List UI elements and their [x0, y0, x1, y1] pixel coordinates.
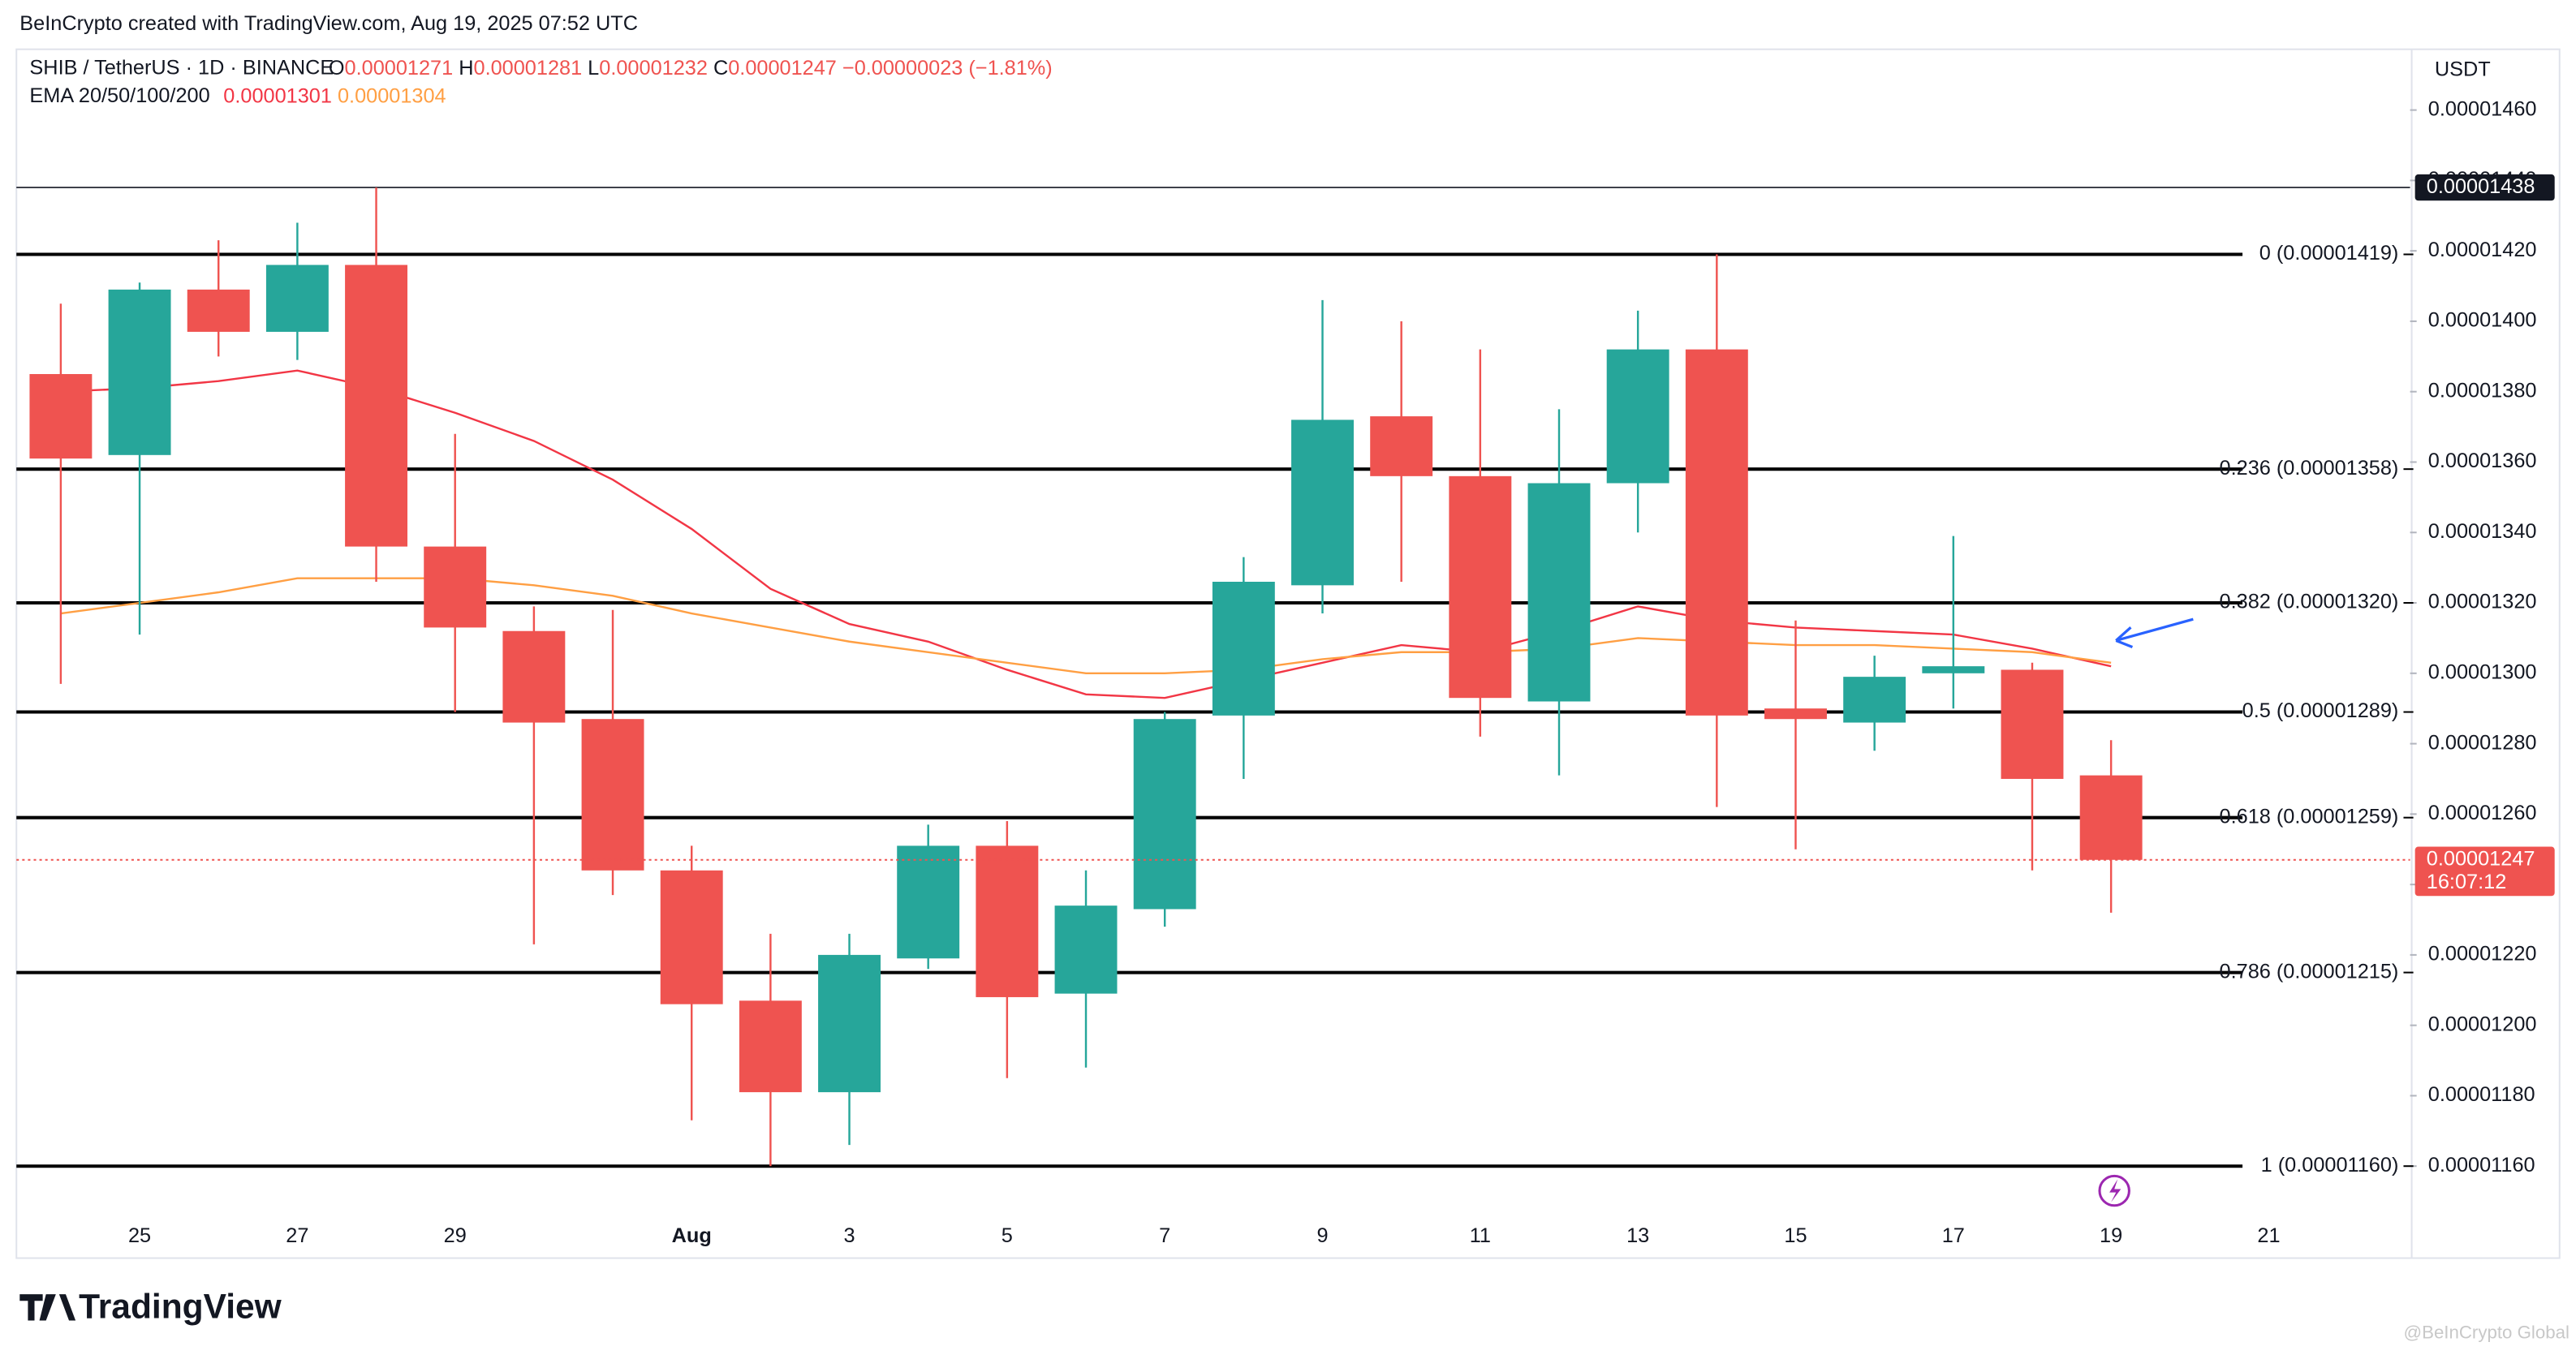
- x-tick-label: 13: [1626, 1224, 1649, 1247]
- y-tick-label: 0.00001320: [2428, 591, 2537, 613]
- candle-body: [1764, 708, 1827, 720]
- candle-body: [345, 265, 408, 547]
- candle-body: [1843, 677, 1906, 723]
- candle-body: [1212, 582, 1275, 716]
- candle-body: [265, 265, 329, 332]
- ohlc-value: 0.00001232: [599, 57, 708, 80]
- y-tick-label: 0.00001460: [2428, 97, 2537, 120]
- y-tick-label: 0.00001160: [2428, 1154, 2535, 1176]
- arrow: [2115, 617, 2194, 649]
- candle-body: [1370, 416, 1433, 476]
- x-tick-label: 7: [1159, 1224, 1170, 1247]
- countdown: 16:07:12: [2427, 871, 2506, 893]
- candle-body: [29, 374, 93, 459]
- ohlc-key: L: [588, 57, 599, 80]
- fib-label: 0.786 (0.00001215): [2220, 960, 2399, 983]
- ohlc-key: O: [329, 57, 345, 80]
- candle-body: [502, 630, 566, 723]
- candle-body: [1133, 719, 1196, 910]
- high-tag-label: 0.00001438: [2427, 175, 2535, 198]
- candle-body: [2001, 669, 2064, 779]
- fib-label: 0 (0.00001419): [2259, 242, 2399, 265]
- high-tag: [2414, 174, 2555, 201]
- candle-body: [818, 954, 881, 1093]
- y-tick-label: 0.00001220: [2428, 943, 2537, 966]
- ohlc-value: 0.00001271: [345, 57, 454, 80]
- event-icon: [2098, 1174, 2130, 1207]
- y-tick-label: 0.00001380: [2428, 379, 2537, 402]
- chart-frame: [15, 48, 2561, 1259]
- candle-body: [424, 546, 487, 628]
- candle-body: [108, 289, 171, 455]
- candle-body: [581, 719, 644, 871]
- ema-line: [60, 577, 2112, 675]
- y-tick-label: 0.00001180: [2428, 1083, 2535, 1106]
- indicator-values: 0.00001301 0.00001304: [223, 84, 446, 107]
- candle-body: [1054, 905, 1118, 994]
- y-tick-label: 0.00001280: [2428, 731, 2537, 754]
- fib-label: 1 (0.00001160): [2261, 1154, 2399, 1176]
- indicator-value: 0.00001304: [338, 84, 446, 107]
- y-tick-label: 0.00001340: [2428, 520, 2537, 543]
- fib-label: 0.236 (0.00001358): [2220, 457, 2399, 480]
- candle-body: [1606, 349, 1669, 484]
- x-tick-label: 15: [1784, 1224, 1807, 1247]
- candle-body: [2079, 775, 2143, 860]
- change: −0.00000023 (−1.81%): [842, 57, 1053, 80]
- event-bolt: [2109, 1179, 2122, 1202]
- ohlc-header: O0.00001271 H0.00001281 L0.00001232 C0.0…: [329, 57, 1053, 80]
- fib-label: 0.382 (0.00001320): [2220, 591, 2399, 613]
- watermark: @BeInCrypto Global: [2404, 1323, 2570, 1343]
- last-price-tag: [2414, 846, 2555, 897]
- candle-body: [1449, 475, 1512, 699]
- x-tick-label: 9: [1316, 1224, 1328, 1247]
- candle-body: [187, 289, 250, 332]
- ohlc-key: H: [459, 57, 473, 80]
- symbol: SHIB / TetherUS · 1D · BINANCE: [29, 57, 334, 80]
- x-tick-label: 3: [843, 1224, 855, 1247]
- x-tick-label: 5: [1002, 1224, 1013, 1247]
- x-tick-label: 17: [1942, 1224, 1965, 1247]
- x-tick-label: 29: [444, 1224, 467, 1247]
- ohlc-value: 0.00001247: [728, 57, 837, 80]
- x-tick-label: 25: [128, 1224, 151, 1247]
- x-tick-label: 19: [2100, 1224, 2122, 1247]
- brand: TradingView: [79, 1288, 282, 1327]
- candle-body: [1685, 349, 1748, 716]
- candle-body: [976, 845, 1039, 997]
- y-tick-label: 0.00001360: [2428, 450, 2537, 472]
- x-tick-label: 27: [286, 1224, 308, 1247]
- ohlc-value: 0.00001281: [474, 57, 583, 80]
- credit: BeInCrypto created with TradingView.com,…: [19, 12, 638, 35]
- indicator-value: 0.00001301: [223, 84, 332, 107]
- indicator: EMA 20/50/100/200: [29, 84, 209, 107]
- x-tick-label: 11: [1470, 1224, 1491, 1247]
- candle-body: [1922, 666, 1985, 673]
- ohlc-key: C: [713, 57, 728, 80]
- candle-body: [1527, 483, 1591, 702]
- x-tick-label: Aug: [672, 1224, 712, 1247]
- y-tick-label: 0.00001300: [2428, 660, 2537, 683]
- y-tick-label: 0.00001200: [2428, 1013, 2537, 1035]
- fib-label: 0.618 (0.00001259): [2220, 805, 2399, 828]
- candle-body: [739, 1000, 802, 1093]
- candle-body: [1291, 419, 1354, 586]
- y-tick-label: 0.00001260: [2428, 802, 2537, 824]
- x-tick-label: 21: [2257, 1224, 2280, 1247]
- last-price-label: 0.00001247: [2427, 847, 2535, 870]
- candle-body: [660, 870, 723, 1004]
- currency: USDT: [2435, 58, 2491, 81]
- fib-label: 0.5 (0.00001289): [2242, 699, 2399, 722]
- brand-logo: [19, 1294, 76, 1321]
- y-tick-label: 0.00001400: [2428, 309, 2537, 332]
- candle-body: [897, 845, 960, 959]
- y-tick-label: 0.00001420: [2428, 239, 2537, 261]
